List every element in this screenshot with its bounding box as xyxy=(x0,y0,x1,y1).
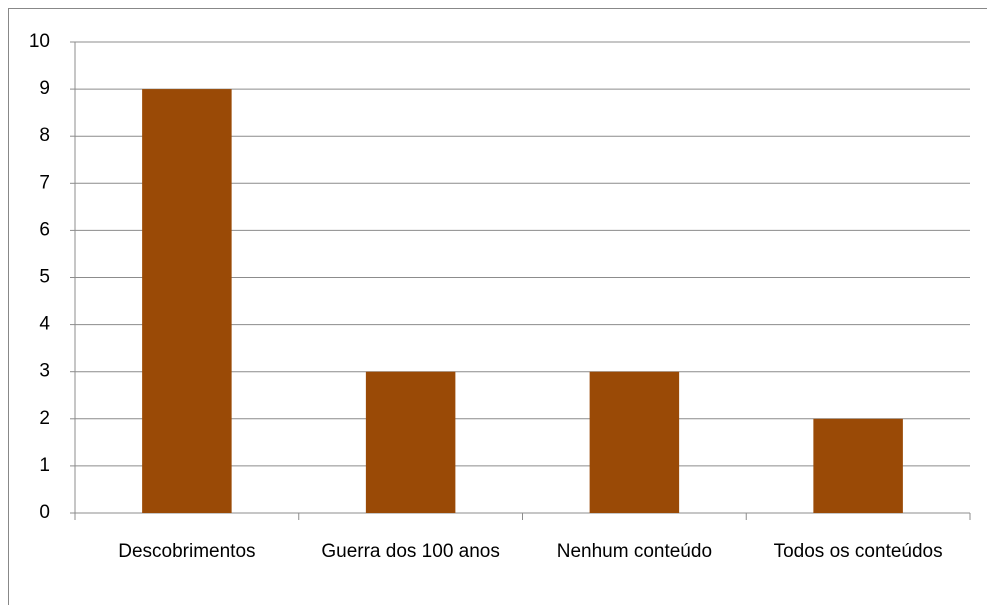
y-tick-label: 2 xyxy=(39,408,50,429)
x-tick-label: Nenhum conteúdo xyxy=(556,541,713,562)
x-tick-label: Todos os conteúdos xyxy=(773,541,943,562)
x-tick-label: Guerra dos 100 anos xyxy=(321,541,500,562)
y-tick-label: 5 xyxy=(39,267,50,288)
y-tick-label: 6 xyxy=(39,219,50,240)
y-tick-label: 3 xyxy=(39,361,50,382)
x-tick-label: Descobrimentos xyxy=(118,541,256,562)
y-tick-label: 7 xyxy=(39,172,50,193)
y-tick-label: 10 xyxy=(29,31,50,52)
bar xyxy=(589,371,680,513)
y-tick-label: 8 xyxy=(39,125,50,146)
bar xyxy=(142,89,232,513)
chart-border xyxy=(8,8,987,605)
bar xyxy=(365,371,456,513)
y-tick-label: 4 xyxy=(39,314,50,335)
bar xyxy=(813,418,903,513)
y-tick-label: 1 xyxy=(39,455,50,476)
y-tick-label: 0 xyxy=(39,502,50,523)
y-tick-label: 9 xyxy=(39,78,50,99)
